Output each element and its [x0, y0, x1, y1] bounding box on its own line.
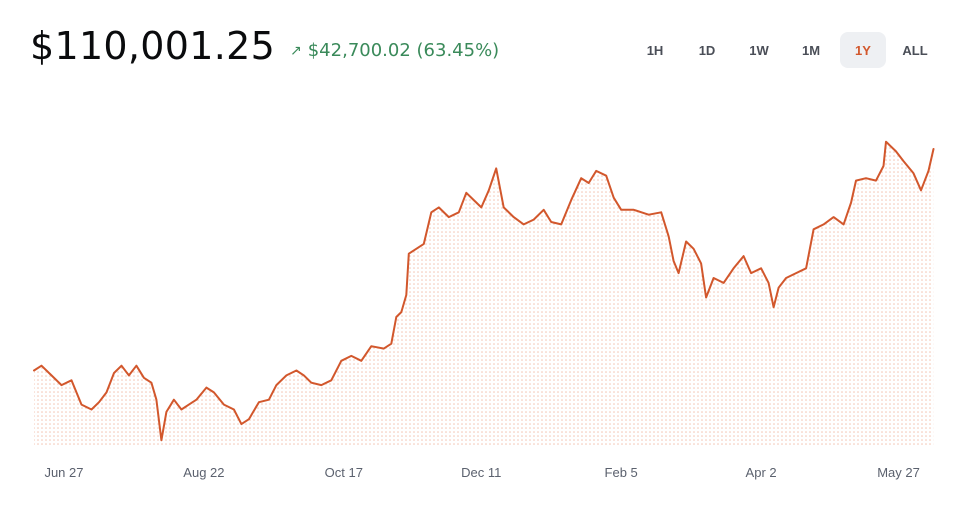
- range-1w-button[interactable]: 1W: [736, 32, 782, 68]
- price-header: $110,001.25 ↗ $42,700.02 (63.45%) 1H 1D …: [0, 0, 960, 90]
- price-chart-svg[interactable]: Jun 27 Aug 22 Oct 17 Dec 11 Feb 5 Apr 2 May 27: [0, 90, 960, 500]
- current-price: $110,001.25: [30, 24, 276, 68]
- price-area-fill: [34, 141, 934, 446]
- x-tick-label: Oct 17: [325, 465, 363, 480]
- x-tick-label: Feb 5: [605, 465, 638, 480]
- x-tick-label: May 27: [877, 465, 920, 480]
- range-1d-button[interactable]: 1D: [684, 32, 730, 68]
- range-1y-button[interactable]: 1Y: [840, 32, 886, 68]
- price-line: [33, 140, 935, 442]
- price-change: ↗ $42,700.02 (63.45%): [290, 40, 499, 61]
- price-chart[interactable]: Jun 27 Aug 22 Oct 17 Dec 11 Feb 5 Apr 2 May 27: [0, 90, 960, 500]
- arrow-up-right-icon: ↗: [290, 42, 302, 59]
- range-all-button[interactable]: ALL: [892, 32, 938, 68]
- range-1m-button[interactable]: 1M: [788, 32, 834, 68]
- x-tick-label: Jun 27: [44, 465, 83, 480]
- x-tick-label: Apr 2: [746, 465, 777, 480]
- x-tick-label: Aug 22: [183, 465, 224, 480]
- x-tick-label: Dec 11: [461, 465, 501, 480]
- price-change-text: $42,700.02 (63.45%): [307, 40, 500, 61]
- range-1h-button[interactable]: 1H: [632, 32, 678, 68]
- time-range-selector: 1H 1D 1W 1M 1Y ALL: [632, 32, 938, 68]
